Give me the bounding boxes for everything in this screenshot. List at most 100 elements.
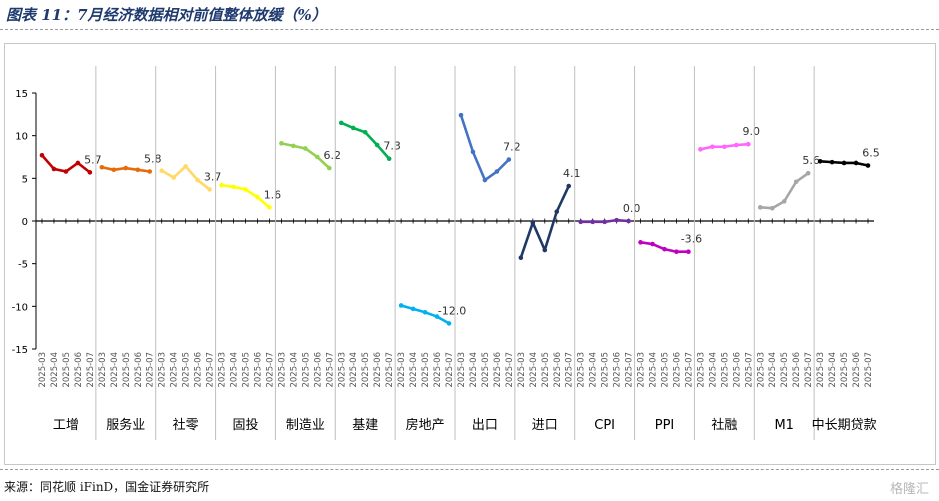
panel-label: 社融 [711,417,737,433]
x-tick-label: 2025-06 [433,352,443,388]
x-tick-label: 2025-04 [50,352,60,388]
series-point [195,177,200,183]
x-tick-label: 2025-05 [62,352,72,388]
x-tick-label: 2025-06 [732,352,742,388]
series-point [87,170,93,175]
x-tick-label: 2025-05 [421,352,431,388]
panel-label: 基建 [352,418,378,433]
x-tick-label: 2025-03 [98,352,108,388]
x-tick-label: 2025-04 [469,352,479,388]
series-line-2 [161,165,211,191]
panel-label: 出口 [472,418,498,433]
x-tick-label: 2025-06 [253,352,263,388]
series-point [63,169,69,174]
data-label: 6.5 [862,147,880,160]
series-point [734,142,739,148]
series-point [398,303,404,308]
series-point [829,159,835,165]
series-point [722,144,727,150]
panel-label: 中长期贷款 [812,418,877,433]
x-tick-label: 2025-04 [529,352,539,388]
x-tick-label: 2025-06 [792,352,802,388]
y-tick-label: 10 [15,132,28,143]
x-tick-label: 2025-03 [277,352,287,388]
series-point [303,146,308,151]
x-tick-label: 2025-07 [265,352,275,388]
x-tick-label: 2025-04 [589,352,599,388]
series-point [746,141,751,147]
x-tick-label: 2025-06 [194,352,204,388]
series-point [518,255,524,260]
x-tick-label: 2025-03 [397,352,407,388]
data-label: 7.2 [503,141,521,154]
x-tick-label: 2025-03 [158,352,168,388]
series-point [243,187,248,192]
x-tick-label: 2025-07 [206,352,216,388]
x-tick-label: 2025-07 [505,352,515,388]
series-point [159,168,164,173]
series-point [458,112,464,118]
x-tick-label: 2025-06 [373,352,383,388]
series-point [602,219,607,225]
series-point [219,182,224,188]
x-tick-label: 2025-04 [828,352,838,388]
x-tick-label: 2025-03 [637,352,647,388]
x-tick-label: 2025-04 [768,352,778,388]
x-tick-label: 2025-03 [816,352,826,388]
x-tick-label: 2025-04 [289,352,299,388]
x-tick-label: 2025-07 [744,352,754,388]
series-point [315,154,320,160]
x-tick-label: 2025-03 [577,352,587,388]
data-label: 5.6 [802,154,820,167]
series-point [614,217,619,223]
series-point [39,152,45,158]
series-point [327,165,332,171]
panel-label: 服务业 [106,417,145,433]
x-tick-label: 2025-07 [864,352,874,388]
series-point [865,163,871,168]
x-tick-label: 2025-05 [242,352,252,388]
series-point [793,179,799,185]
x-tick-label: 2025-07 [385,352,395,388]
chart-frame [4,43,936,465]
data-label: 5.7 [84,153,102,166]
x-tick-label: 2025-03 [218,352,228,388]
series-point [781,199,787,204]
series-point [386,156,392,162]
series-point [698,147,703,152]
series-point [171,175,176,180]
x-tick-label: 2025-07 [146,352,156,388]
x-tick-label: 2025-05 [780,352,790,388]
x-tick-label: 2025-06 [74,352,84,388]
x-tick-label: 2025-05 [541,352,551,388]
x-tick-label: 2025-03 [337,352,347,388]
series-point [482,177,488,183]
data-label: 6.2 [324,149,342,162]
x-tick-label: 2025-04 [708,352,718,388]
panel-label: 房地产 [406,417,445,433]
series-point [566,183,572,189]
series-point [374,142,380,148]
series-point [99,164,105,170]
series-point [338,120,344,126]
data-label: -3.6 [681,233,702,246]
x-tick-label: 2025-05 [720,352,730,388]
panel-label: 进口 [532,418,558,433]
series-point [530,220,536,226]
series-point [578,219,583,225]
series-point [554,209,560,214]
data-label: 3.7 [204,170,222,183]
series-point [255,194,260,200]
data-label: 0.0 [623,202,641,215]
panel-label: CPI [594,418,615,433]
watermark-logo: 格隆汇 [889,482,929,497]
x-tick-label: 2025-05 [840,352,850,388]
source-divider [0,469,939,470]
y-tick-label: -10 [12,302,28,313]
data-label: 7.3 [383,140,401,153]
series-point [434,314,440,319]
panel-label: M1 [774,418,794,433]
panel-label: 固投 [232,417,258,433]
data-label: -12.0 [438,304,466,317]
